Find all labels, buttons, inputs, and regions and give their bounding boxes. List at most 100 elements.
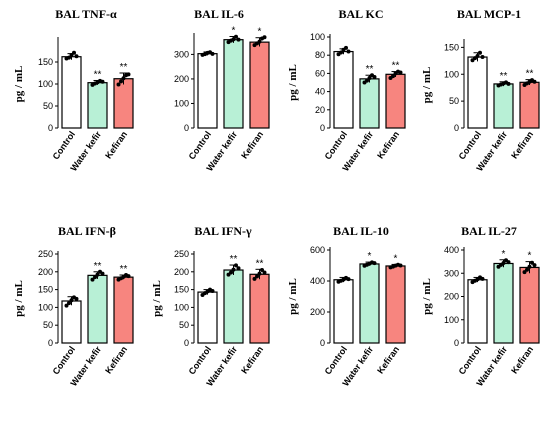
data-point — [121, 76, 126, 81]
significance-marker: ** — [392, 61, 400, 72]
y-tick-label: 100 — [38, 302, 53, 312]
y-tick-label: 200 — [310, 307, 325, 317]
data-point — [234, 263, 238, 268]
y-tick-label: 100 — [444, 315, 459, 325]
bar-kefiran — [249, 273, 270, 344]
significance-marker: * — [394, 253, 398, 264]
data-point — [344, 45, 348, 50]
y-tick-label: 50 — [43, 101, 53, 111]
y-tick-label: 100 — [174, 98, 189, 108]
significance-marker: ** — [120, 62, 128, 73]
bar-control — [61, 300, 82, 344]
data-point — [339, 50, 343, 55]
y-tick-label: 0 — [454, 123, 459, 133]
chart-title: BAL MCP-1 — [457, 7, 521, 21]
data-point — [234, 34, 238, 39]
significance-marker: ** — [500, 71, 508, 82]
bar-control — [467, 56, 488, 129]
data-point — [260, 268, 264, 273]
y-tick-label: 150 — [38, 285, 53, 295]
significance-marker: ** — [230, 254, 238, 265]
y-tick-label: 0 — [320, 123, 325, 133]
data-point — [231, 267, 236, 272]
y-tick-label: 0 — [48, 123, 53, 133]
bar-water-kefir — [87, 82, 108, 129]
data-point — [95, 272, 100, 277]
data-point — [532, 263, 537, 268]
y-axis-label: pg / mL — [287, 278, 299, 315]
y-tick-label: 20 — [315, 105, 325, 115]
bar-control — [197, 291, 218, 344]
y-axis-label: pg / mL — [13, 66, 25, 103]
data-point — [398, 70, 403, 75]
data-point — [67, 55, 71, 60]
y-tick-label: 0 — [184, 338, 189, 348]
category-label: Kefiran — [239, 129, 265, 160]
chart-title: BAL IL-6 — [194, 7, 244, 21]
category-label: Control — [187, 129, 214, 161]
significance-marker: ** — [256, 258, 264, 269]
y-tick-label: 150 — [444, 42, 459, 52]
y-axis-label: pg / mL — [421, 67, 433, 104]
bar-kefiran — [519, 266, 540, 344]
data-point — [346, 277, 351, 282]
significance-marker: ** — [94, 69, 102, 80]
bar-kefiran — [113, 78, 134, 129]
bar-water-kefir — [493, 262, 514, 344]
data-point — [255, 274, 259, 279]
data-point — [532, 79, 537, 84]
data-point — [69, 298, 74, 303]
category-label: Control — [323, 129, 350, 161]
bar-water-kefir — [223, 269, 244, 344]
y-tick-label: 0 — [184, 123, 189, 133]
y-tick-label: 200 — [444, 292, 459, 302]
data-point — [116, 82, 121, 87]
y-axis-label: pg / mL — [287, 64, 299, 101]
chart-panel-5: BAL IFN-β pg / mL 0 50 100 150 200 250 Control **… — [13, 224, 134, 388]
data-point — [365, 78, 369, 83]
data-point — [236, 37, 241, 42]
bar-water-kefir — [493, 83, 514, 129]
data-point — [262, 35, 267, 40]
y-tick-label: 100 — [174, 302, 189, 312]
data-point — [367, 75, 372, 80]
chart-title: BAL IFN-β — [58, 224, 116, 238]
data-point — [67, 301, 71, 306]
y-tick-label: 600 — [310, 245, 325, 255]
data-point — [506, 81, 511, 86]
data-point — [257, 39, 262, 44]
category-label: Control — [323, 344, 350, 376]
y-tick-label: 80 — [315, 50, 325, 60]
data-point — [522, 270, 527, 275]
data-point — [74, 54, 79, 59]
significance-marker: * — [232, 25, 236, 36]
bar-kefiran — [385, 265, 406, 344]
data-point — [236, 266, 241, 271]
y-tick-label: 0 — [48, 338, 53, 348]
y-tick-label: 400 — [310, 276, 325, 286]
bar-water-kefir — [359, 78, 380, 129]
data-point — [126, 274, 131, 279]
bar-kefiran — [385, 73, 406, 129]
category-label: Control — [51, 344, 78, 376]
significance-marker: ** — [526, 69, 534, 80]
y-axis-label: pg / mL — [421, 278, 433, 315]
bar-kefiran — [249, 41, 270, 129]
data-point — [527, 264, 532, 269]
data-point — [126, 72, 131, 77]
data-point — [372, 261, 377, 266]
category-label: Control — [187, 344, 214, 376]
y-tick-label: 50 — [179, 320, 189, 330]
data-point — [478, 50, 482, 55]
significance-marker: * — [528, 251, 532, 262]
y-tick-label: 60 — [315, 68, 325, 78]
significance-marker: * — [368, 251, 372, 262]
data-point — [262, 270, 267, 275]
chart-title: BAL IFN-γ — [194, 224, 252, 238]
y-axis-label: pg / mL — [151, 280, 163, 317]
y-tick-label: 400 — [444, 245, 459, 255]
y-tick-label: 200 — [38, 267, 53, 277]
